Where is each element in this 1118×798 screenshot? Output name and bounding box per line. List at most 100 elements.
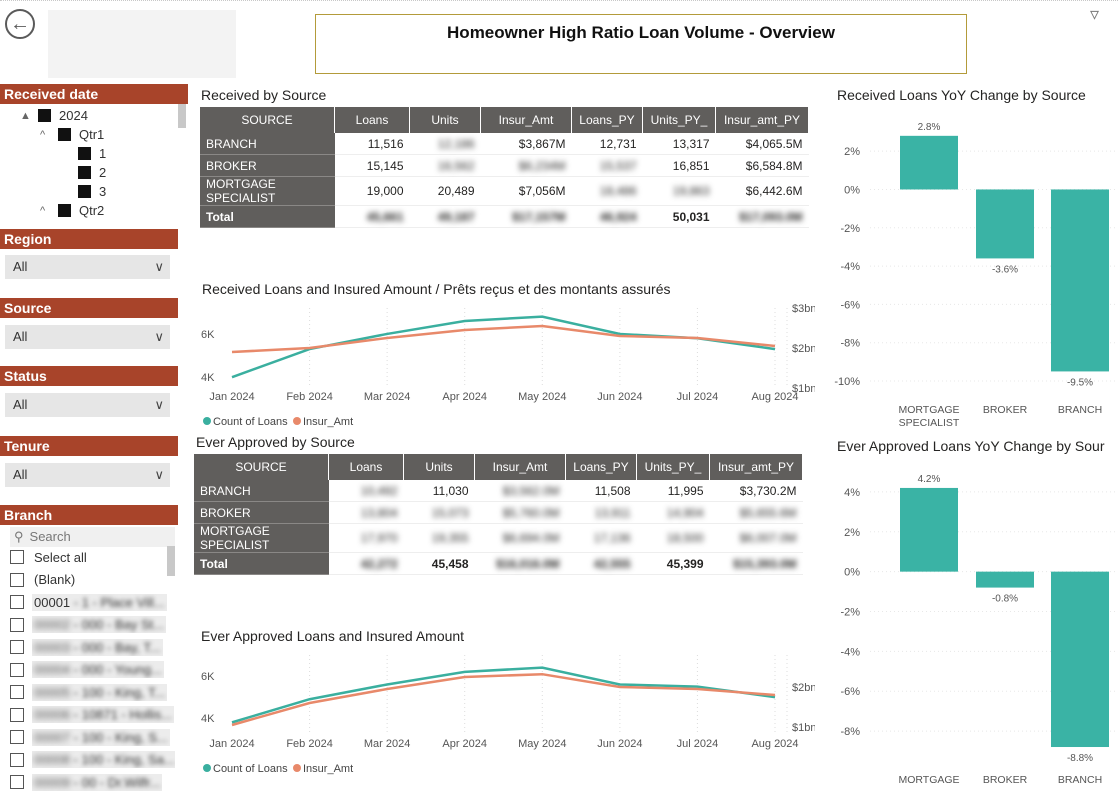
column-header[interactable]: Units [403,454,475,480]
column-header[interactable]: SOURCE [194,454,329,480]
column-header[interactable]: Loans [334,107,410,133]
tree-node[interactable]: 3 [20,182,185,201]
checkbox-icon[interactable] [10,572,24,587]
branch-item-label: 00001 - 1 - Place Vill... [32,593,167,611]
checkbox-icon[interactable] [10,550,24,564]
table-cell: 15,145 [334,154,410,177]
legend-label: Insur_Amt [303,763,353,775]
branch-list-item[interactable]: 00006 - 10871 - Hollis... [10,704,175,726]
branch-list-item[interactable]: 00009 - 00 - Dr.Wilfr... [10,771,175,793]
checkbox-checked-icon[interactable] [58,128,71,141]
checkbox-icon[interactable] [10,775,24,789]
y-tick-label: 4K [201,372,215,384]
checkbox-icon[interactable] [10,595,24,609]
branch-list-item[interactable]: 00008 - 100 - King, Sa... [10,749,175,771]
tenure-dropdown-value: All [13,467,28,482]
tree-node[interactable]: ^ Qtr2 [20,201,185,220]
table-cell: $3,562.0M [474,480,566,502]
column-header[interactable]: Units [409,107,481,133]
tree-node[interactable]: 1 [20,144,185,163]
expand-caret-icon[interactable]: ^ [40,128,46,141]
column-header[interactable]: Insur_Amt [474,454,566,480]
branch-list-item[interactable]: 00004 - 000 - Young... [10,659,175,681]
expand-caret-icon[interactable]: ^ [40,204,46,217]
status-dropdown[interactable]: All ∨ [5,393,170,417]
column-header[interactable]: Loans_PY [571,107,643,133]
checkbox-checked-icon[interactable] [78,147,91,160]
legend-label: Count of Loans [213,763,288,775]
checkbox-checked-icon[interactable] [78,166,91,179]
tree-scrollbar[interactable] [178,104,186,128]
tree-node[interactable]: 2 [20,163,185,182]
table-cell: 14,904 [636,501,710,524]
table-cell: $4,065.5M [715,133,809,155]
slicer-received-date-header: Received date [0,84,188,104]
table-cell: 19,863 [642,176,716,206]
table-cell: $15,393.0M [709,552,803,575]
column-header[interactable]: Insur_amt_PY [715,107,809,133]
table-cell: 17,970 [328,523,404,553]
table-row: BRANCH 11,516 12,186 $3,867M 12,731 13,317 $4,… [200,133,809,155]
table-cell: 15,073 [403,501,475,524]
branch-list-item[interactable]: 00002 - 000 - Bay St... [10,614,175,636]
checkbox-checked-icon[interactable] [38,109,51,122]
branch-list-item[interactable]: Select all [10,546,175,568]
search-icon: ⚲ [14,529,24,544]
row-header: Total [194,552,329,575]
checkbox-icon[interactable] [10,617,24,632]
tree-node-label: 1 [99,146,107,161]
received-date-tree[interactable]: ▲ 2024 ^ Qtr1 1 2 3 ^ Qtr2 [20,106,185,224]
branch-list-item[interactable]: 00005 - 100 - King, T... [10,681,175,703]
table-cell: 13,804 [328,501,404,524]
column-header[interactable]: Loans [328,454,404,480]
tenure-dropdown[interactable]: All ∨ [5,463,170,487]
checkbox-icon[interactable] [10,662,24,677]
branch-search-input[interactable]: ⚲ Search [10,527,175,547]
logo [48,10,236,78]
branch-scrollbar[interactable] [167,546,175,576]
checkbox-icon[interactable] [10,730,24,744]
region-dropdown[interactable]: All ∨ [5,255,170,279]
total-row: Total 45,661 49,187 $17,157M 46,924 50,031 $17… [200,205,809,228]
checkbox-icon[interactable] [10,685,24,699]
tree-node[interactable]: ^ Qtr1 [20,125,185,144]
column-header[interactable]: Loans_PY [565,454,637,480]
column-header[interactable]: Units_PY_ [636,454,710,480]
checkbox-icon[interactable] [10,707,24,722]
branch-code: 00001 [34,594,71,610]
source-dropdown[interactable]: All ∨ [5,325,170,349]
search-placeholder: Search [29,529,71,544]
slicer-tenure-header: Tenure [0,436,178,456]
page-title-box: Homeowner High Ratio Loan Volume - Overv… [315,14,967,74]
data-label: -3.6% [992,264,1018,275]
expand-caret-icon[interactable]: ▲ [20,109,31,122]
branch-list-item[interactable]: 00007 - 100 - King, S... [10,726,175,748]
clear-filter-icon[interactable]: ▿ [1090,4,1100,24]
branch-item-label: 00006 - 10871 - Hollis... [32,706,175,723]
column-header[interactable]: Insur_amt_PY [709,454,803,480]
column-header[interactable]: Insur_Amt [480,107,572,133]
branch-list-item[interactable]: 00003 - 000 - Bay, T... [10,636,175,658]
y-tick-label: 4K [201,713,215,725]
branch-list-item[interactable]: 00001 - 1 - Place Vill... [10,591,175,613]
bar [1051,571,1109,748]
column-header[interactable]: SOURCE [200,107,335,133]
table-cell: $3,867M [480,133,572,155]
back-arrow-icon[interactable]: ← [5,9,35,39]
branch-item-label: 00008 - 100 - King, Sa... [31,751,175,768]
checkbox-icon[interactable] [10,752,24,767]
tree-node-label: Qtr1 [79,127,105,142]
branch-list-item[interactable]: (Blank) [10,569,175,591]
table-cell: $3,730.2M [709,480,803,502]
branch-code: 00008 [33,752,70,767]
branch-name: - 00 - Dr.Wilfr... [70,774,161,790]
branch-list[interactable]: Select all (Blank) 00001 - 1 - Place Vill.… [0,546,180,796]
tree-node[interactable]: ▲ 2024 [20,106,185,125]
checkbox-checked-icon[interactable] [78,185,91,198]
chevron-down-icon: ∨ [154,259,164,274]
table-cell: 49,187 [409,205,481,228]
checkbox-icon[interactable] [10,640,24,654]
table-cell: 20,489 [409,176,481,206]
checkbox-checked-icon[interactable] [58,204,71,217]
column-header[interactable]: Units_PY_ [642,107,716,133]
